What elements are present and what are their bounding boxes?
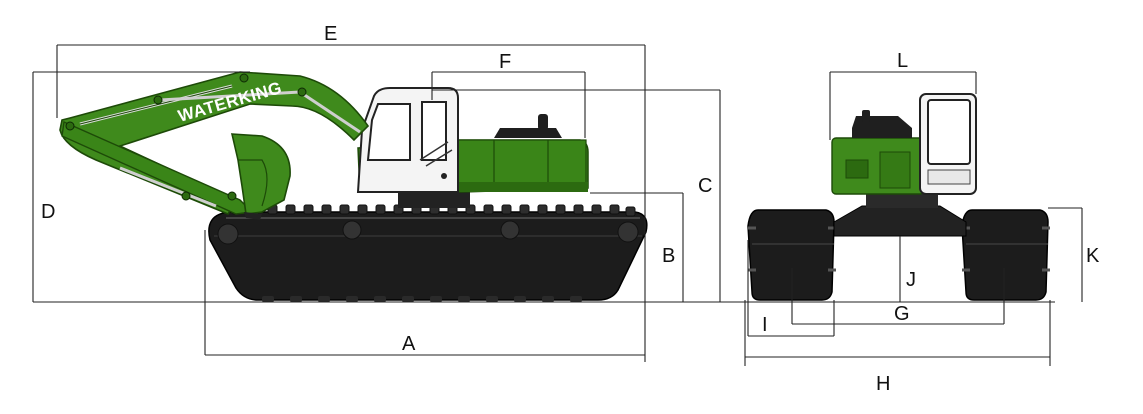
- dimension-labels: E F D C B A L K J G I H: [41, 23, 1100, 395]
- label-J: J: [906, 269, 916, 291]
- dimension-lines: [32, 44, 1083, 366]
- track-rollers: [217, 220, 639, 245]
- front-left-pontoon: [747, 209, 836, 301]
- label-E: E: [324, 23, 337, 45]
- front-cab: [919, 93, 977, 195]
- front-crossbeam: [833, 205, 967, 237]
- label-F: F: [499, 51, 511, 73]
- front-turntable: [866, 194, 938, 208]
- label-G: G: [894, 303, 910, 325]
- label-D: D: [41, 201, 55, 223]
- label-I: I: [762, 314, 768, 336]
- front-body: [831, 110, 925, 195]
- track-bottom-cleats: [262, 296, 582, 302]
- label-B: B: [662, 245, 675, 267]
- turntable: [398, 192, 470, 208]
- label-K: K: [1086, 245, 1100, 267]
- side-pontoon-track: [208, 204, 648, 302]
- bucket: [230, 133, 291, 220]
- front-view: [747, 93, 1050, 301]
- boom: WATERKING: [59, 71, 370, 216]
- side-view: WATERKING: [59, 71, 648, 302]
- label-C: C: [698, 175, 712, 197]
- exhaust-pipe: [538, 114, 548, 130]
- side-cab: [356, 87, 459, 193]
- label-A: A: [402, 333, 416, 355]
- label-H: H: [876, 373, 890, 395]
- label-L: L: [897, 50, 908, 72]
- front-right-pontoon: [961, 209, 1050, 301]
